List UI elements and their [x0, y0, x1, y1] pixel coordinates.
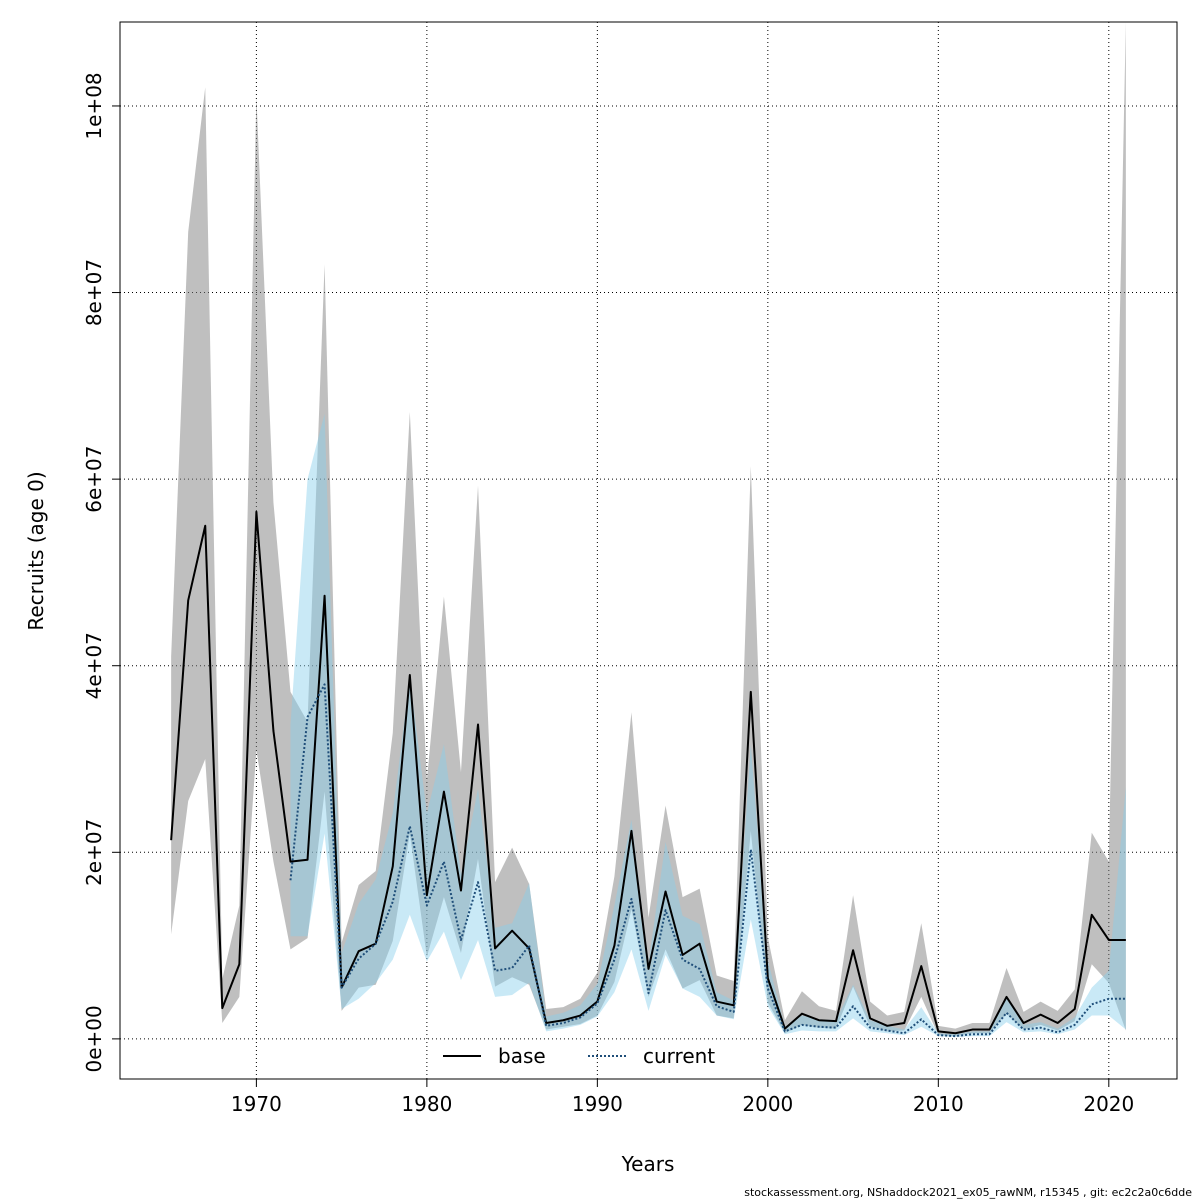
legend-current-label: current	[643, 1044, 715, 1068]
x-tick-label: 2000	[742, 1092, 793, 1116]
x-tick-label: 1970	[231, 1092, 282, 1116]
y-axis-title: Recruits (age 0)	[24, 471, 48, 630]
y-tick-label: 2e+07	[82, 819, 106, 886]
series-lines	[170, 510, 1126, 1038]
base-confidence-band	[171, 22, 1126, 1037]
x-tick-label: 1990	[572, 1092, 623, 1116]
legend-base-label: base	[498, 1044, 546, 1068]
y-tick-label: 0e+00	[82, 1005, 106, 1072]
plot-frame	[119, 21, 1178, 1080]
x-tick-label: 2020	[1083, 1092, 1134, 1116]
current-line	[289, 683, 1126, 1038]
y-tick-label: 8e+07	[82, 259, 106, 326]
y-axis: 0e+00 2e+07 4e+07 6e+07 8e+07 1e+08	[82, 72, 120, 1073]
x-tick-label: 1980	[401, 1092, 452, 1116]
base-line	[170, 510, 1126, 1035]
y-tick-label: 4e+07	[82, 632, 106, 699]
y-tick-label: 1e+08	[82, 72, 106, 139]
x-tick-label: 2010	[913, 1092, 964, 1116]
confidence-bands	[171, 22, 1126, 1038]
x-axis: 1970 1980 1990 2000 2010 2020	[231, 1079, 1134, 1116]
x-axis-title: Years	[621, 1152, 675, 1176]
y-tick-label: 6e+07	[82, 446, 106, 513]
grid-lines	[120, 22, 1177, 1079]
footer-caption: stockassessment.org, NShaddock2021_ex05_…	[744, 1186, 1192, 1199]
legend: base current	[443, 1044, 715, 1068]
current-confidence-band	[290, 413, 1126, 1038]
